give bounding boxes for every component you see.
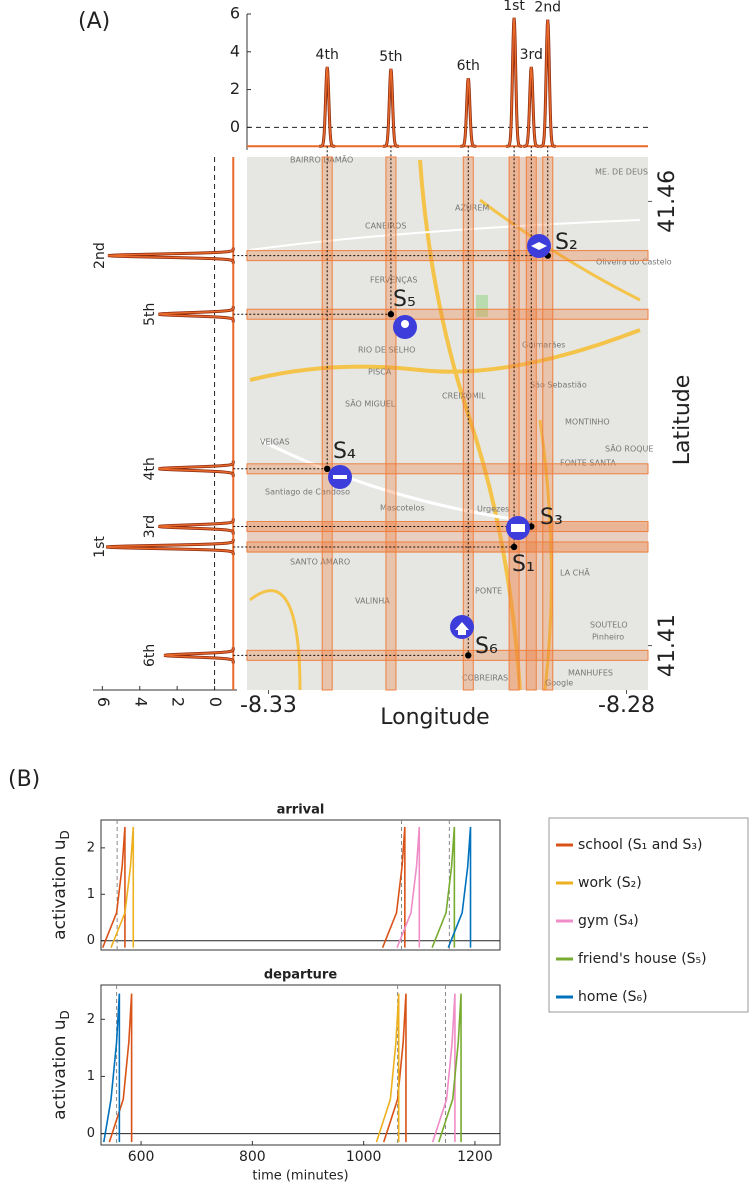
x-tick-label: 1000 [346,1149,382,1165]
x-tick-label: 800 [239,1149,266,1165]
x-tick-label: 600 [128,1149,155,1165]
place-name: Urgezes [477,505,509,514]
peak-label: 2nd [92,242,108,269]
place-name: VEIGAS [260,438,290,447]
y-tick-label: 0 [87,933,95,948]
place-name: BAIRRO DAMÃO [290,155,353,165]
x-tick-label: -8.33 [240,693,297,718]
y-tick-label: 4 [230,41,240,60]
place-name: Pinheiro [592,633,624,642]
x-tick-label: 1200 [457,1149,493,1165]
peak-label: 5th [379,49,402,65]
panel-label: (A) [78,9,110,34]
y-axis-label: activation uD [50,1010,72,1120]
legend-label: home (S₆) [578,989,648,1005]
peak-label: 3rd [520,47,543,63]
peak-label: 4th [316,47,339,63]
peak-outline [158,519,233,535]
site-label: S₆ [475,634,498,659]
icon-glyph [401,320,409,328]
plot-title: arrival [277,803,325,818]
peak-outline [158,306,233,322]
y-axis-label-main: activation u [50,1019,70,1119]
peak-label: 6th [142,644,158,667]
peak-label: 2nd [534,0,561,16]
legend-label: school (S₁ and S₃) [578,837,703,853]
peak-outline [319,67,335,146]
place-name: SANTO AMARO [290,558,350,567]
icon-glyph [511,524,525,532]
y-axis-label: Latitude [670,375,695,466]
peak-outline [460,78,476,146]
y-axis-label-sub: D [58,830,72,839]
peak-label: 1st [503,0,525,14]
peak-label: 1st [92,536,108,558]
x-tick-label: -8.28 [598,693,655,718]
place-name: ME. DE DEUS [595,168,648,177]
place-name: VALINHA [355,597,390,606]
place-name: MANHUFES [568,669,613,678]
site-label: S₅ [393,287,416,312]
legend-label: friend's house (S₅) [578,951,707,967]
y-axis-label-main: activation u [50,839,70,939]
x-axis-label: time (minutes) [252,1169,348,1184]
site-label: S₄ [333,439,356,464]
x-tick-label: 6 [94,697,113,707]
y-tick-label: 0 [230,117,240,136]
peak-label: 4th [142,457,158,480]
site [511,544,517,550]
place-name: LA CHÃ [560,568,590,578]
figure: (A) (B) BAIRRO DAMÃO AZUREM CANEIROS FER… [0,0,751,1197]
y-axis-label-sub: D [58,1010,72,1019]
y-axis-label: activation uD [50,830,72,940]
place-name: SOUTELO [590,621,628,630]
site-label: S₃ [540,505,563,530]
longitude-strip [386,157,396,690]
place-name: Santiago de Candoso [265,488,350,497]
panel-label: (B) [8,767,40,792]
y-tick-label: 1 [87,1069,95,1084]
peak-outline [383,69,399,146]
y-tick-label: 1 [87,887,95,902]
site-label: S₁ [512,552,535,577]
x-tick-label: 0 [206,697,225,707]
y-tick-label: 41.41 [655,614,680,677]
y-tick-label: 0 [87,1126,95,1141]
place-name: PONTE [475,587,502,596]
legend-label: work (S₂) [578,875,642,891]
peak-outline [164,647,233,663]
site [465,652,471,658]
place-name: SÃO ROQUE [605,444,653,454]
x-tick-label: 2 [169,697,188,707]
plot-title: departure [264,968,337,983]
y-tick-label: 41.46 [655,170,680,233]
site-label: S₂ [555,230,578,255]
peak-label: 3rd [142,515,158,538]
plot-area [101,820,500,950]
peak-outline [523,67,539,146]
x-axis-label: Longitude [380,705,489,730]
icon-glyph [333,475,347,479]
y-tick-label: 2 [230,79,240,98]
y-tick-label: 2 [87,840,95,855]
peak-outline [158,461,233,477]
peak-label: 5th [142,303,158,326]
site [324,466,330,472]
place-name: MONTINHO [565,418,610,427]
peak-label: 6th [457,58,480,74]
x-tick-label: 4 [131,697,150,707]
y-tick-label: 2 [87,1012,95,1027]
legend-label: gym (S₄) [578,913,639,929]
y-tick-label: 6 [230,4,240,23]
